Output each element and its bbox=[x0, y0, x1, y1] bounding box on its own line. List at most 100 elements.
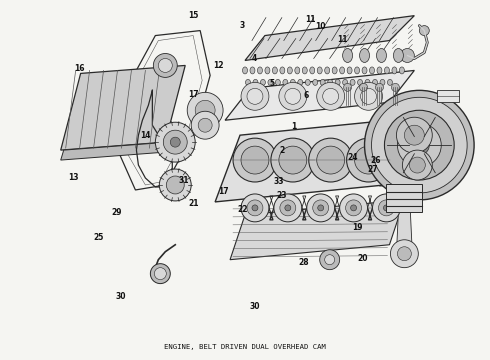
Ellipse shape bbox=[393, 49, 403, 62]
Ellipse shape bbox=[362, 67, 367, 74]
Polygon shape bbox=[245, 15, 415, 60]
Ellipse shape bbox=[328, 80, 333, 85]
Text: 6: 6 bbox=[303, 91, 309, 100]
Ellipse shape bbox=[298, 80, 303, 85]
Ellipse shape bbox=[250, 67, 255, 74]
Circle shape bbox=[241, 82, 269, 110]
Ellipse shape bbox=[310, 67, 315, 74]
Circle shape bbox=[317, 82, 344, 110]
Ellipse shape bbox=[290, 80, 295, 85]
Circle shape bbox=[309, 138, 353, 182]
Ellipse shape bbox=[287, 67, 293, 74]
Text: 16: 16 bbox=[74, 64, 84, 73]
Circle shape bbox=[159, 169, 191, 201]
Circle shape bbox=[397, 123, 441, 167]
Ellipse shape bbox=[302, 67, 307, 74]
Text: 14: 14 bbox=[140, 131, 150, 140]
Circle shape bbox=[360, 84, 368, 91]
Circle shape bbox=[195, 100, 215, 120]
Text: 24: 24 bbox=[347, 153, 358, 162]
Ellipse shape bbox=[332, 67, 337, 74]
Circle shape bbox=[365, 90, 474, 200]
Ellipse shape bbox=[283, 80, 288, 85]
Ellipse shape bbox=[388, 80, 392, 85]
Polygon shape bbox=[230, 200, 404, 260]
Text: 1: 1 bbox=[291, 122, 296, 131]
Text: 15: 15 bbox=[189, 11, 199, 20]
Ellipse shape bbox=[325, 67, 330, 74]
Ellipse shape bbox=[350, 80, 355, 85]
Text: ENGINE, BELT DRIVEN DUAL OVERHEAD CAM: ENGINE, BELT DRIVEN DUAL OVERHEAD CAM bbox=[164, 345, 326, 350]
Circle shape bbox=[153, 54, 177, 77]
Ellipse shape bbox=[399, 67, 404, 74]
Text: 13: 13 bbox=[68, 173, 78, 182]
Circle shape bbox=[241, 194, 269, 222]
Circle shape bbox=[150, 264, 171, 284]
Ellipse shape bbox=[360, 49, 369, 62]
Ellipse shape bbox=[377, 67, 382, 74]
Text: 20: 20 bbox=[357, 255, 368, 264]
Bar bbox=[437, 90, 459, 102]
Circle shape bbox=[340, 194, 368, 222]
Circle shape bbox=[317, 146, 344, 174]
Circle shape bbox=[154, 268, 166, 280]
Ellipse shape bbox=[343, 80, 347, 85]
Text: 33: 33 bbox=[274, 177, 284, 186]
Circle shape bbox=[285, 205, 291, 211]
Ellipse shape bbox=[268, 80, 273, 85]
Text: 21: 21 bbox=[189, 199, 199, 208]
Bar bbox=[387, 184, 422, 212]
Circle shape bbox=[371, 97, 467, 193]
Text: 28: 28 bbox=[298, 258, 309, 267]
Ellipse shape bbox=[280, 67, 285, 74]
Text: 26: 26 bbox=[370, 156, 381, 165]
Circle shape bbox=[375, 84, 384, 91]
Ellipse shape bbox=[295, 67, 300, 74]
Circle shape bbox=[285, 88, 301, 104]
Circle shape bbox=[155, 122, 195, 162]
Circle shape bbox=[409, 135, 429, 155]
Circle shape bbox=[325, 255, 335, 265]
Circle shape bbox=[355, 146, 383, 174]
Circle shape bbox=[350, 205, 357, 211]
Polygon shape bbox=[61, 66, 185, 150]
Text: 30: 30 bbox=[115, 292, 126, 301]
Text: 3: 3 bbox=[240, 21, 245, 30]
Polygon shape bbox=[215, 118, 409, 202]
Circle shape bbox=[271, 138, 315, 182]
Text: 5: 5 bbox=[270, 79, 274, 88]
Circle shape bbox=[307, 194, 335, 222]
Circle shape bbox=[318, 205, 324, 211]
Circle shape bbox=[385, 110, 454, 180]
Ellipse shape bbox=[275, 80, 280, 85]
Circle shape bbox=[163, 130, 187, 154]
Polygon shape bbox=[396, 212, 413, 254]
Text: 10: 10 bbox=[316, 22, 326, 31]
Ellipse shape bbox=[372, 80, 377, 85]
Polygon shape bbox=[61, 142, 168, 160]
Text: 27: 27 bbox=[368, 166, 378, 175]
Circle shape bbox=[252, 205, 258, 211]
Text: 17: 17 bbox=[218, 187, 228, 196]
Text: 11: 11 bbox=[338, 35, 348, 44]
Ellipse shape bbox=[272, 67, 277, 74]
Ellipse shape bbox=[313, 80, 318, 85]
Circle shape bbox=[392, 84, 399, 91]
Ellipse shape bbox=[358, 80, 363, 85]
Ellipse shape bbox=[243, 67, 247, 74]
Ellipse shape bbox=[355, 67, 360, 74]
Circle shape bbox=[400, 49, 415, 62]
Ellipse shape bbox=[253, 80, 258, 85]
Circle shape bbox=[280, 200, 296, 216]
Circle shape bbox=[198, 118, 212, 132]
Text: 31: 31 bbox=[179, 176, 189, 185]
Ellipse shape bbox=[385, 67, 390, 74]
Circle shape bbox=[402, 150, 432, 180]
Ellipse shape bbox=[369, 67, 374, 74]
Circle shape bbox=[345, 200, 362, 216]
Text: 17: 17 bbox=[189, 90, 199, 99]
Ellipse shape bbox=[365, 80, 370, 85]
Text: 19: 19 bbox=[352, 223, 363, 232]
Circle shape bbox=[313, 200, 329, 216]
Text: 30: 30 bbox=[249, 302, 260, 311]
